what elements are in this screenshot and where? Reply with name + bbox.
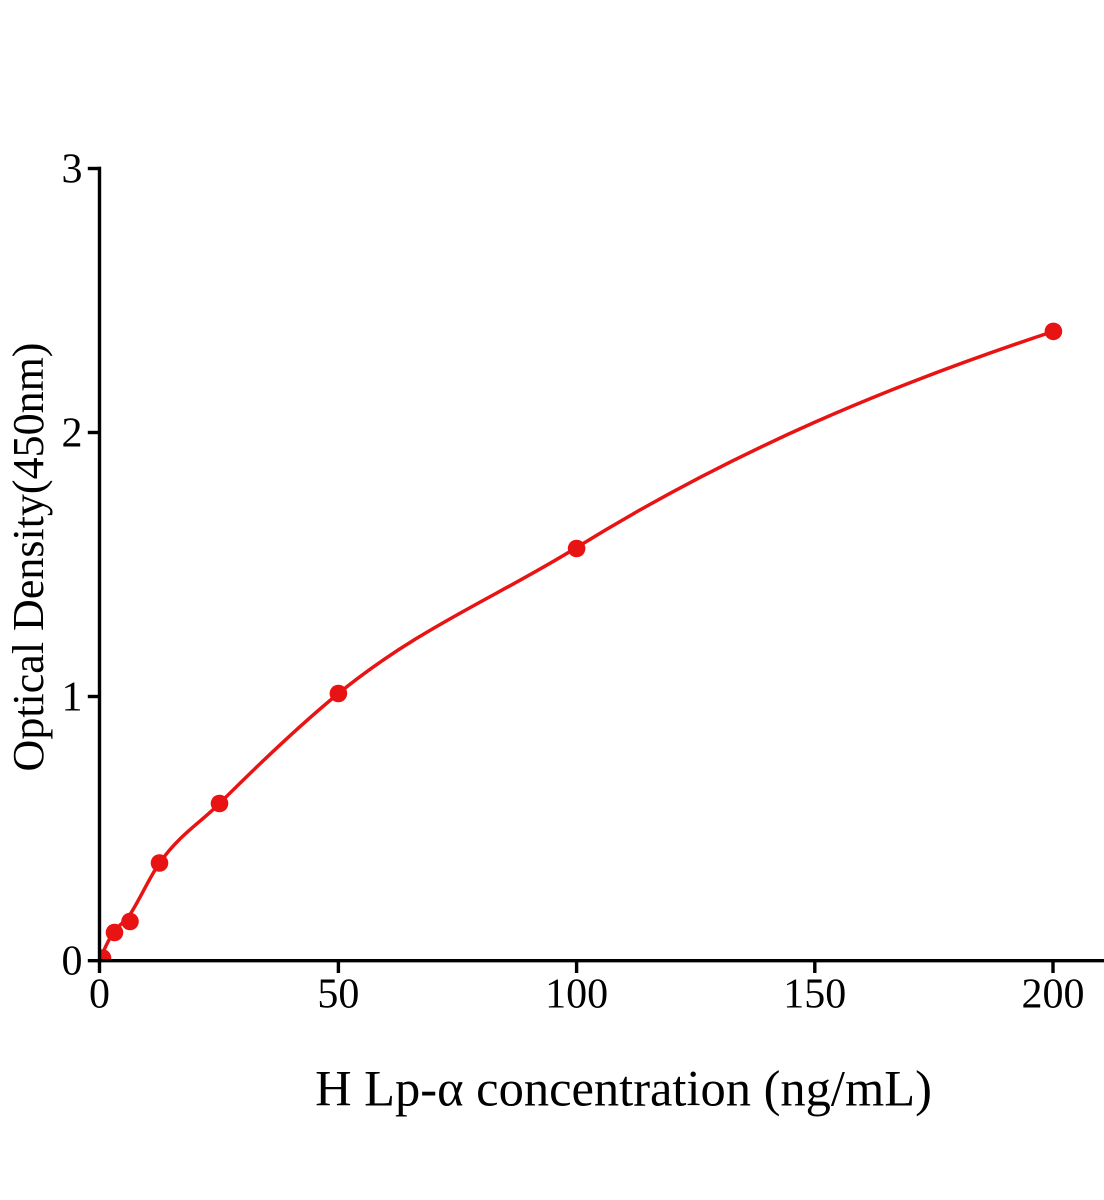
svg-text:0: 0 <box>89 972 110 1018</box>
svg-text:100: 100 <box>545 972 608 1018</box>
svg-text:H Lp-α concentration (ng/mL): H Lp-α concentration (ng/mL) <box>315 1061 932 1117</box>
svg-text:150: 150 <box>783 972 846 1018</box>
svg-text:1: 1 <box>62 675 83 721</box>
svg-text:Optical Density(450nm): Optical Density(450nm) <box>4 343 53 772</box>
svg-text:50: 50 <box>317 972 359 1018</box>
svg-text:200: 200 <box>1022 972 1085 1018</box>
svg-text:2: 2 <box>62 411 83 457</box>
svg-text:0: 0 <box>62 939 83 985</box>
svg-text:3: 3 <box>62 147 83 193</box>
